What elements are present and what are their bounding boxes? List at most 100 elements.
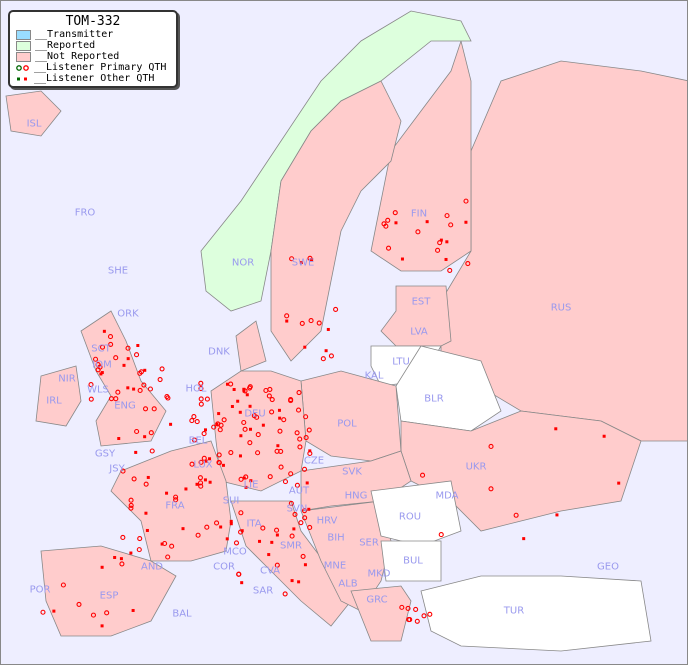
listener-primary-qth xyxy=(488,443,494,450)
listener-other-qth xyxy=(308,449,312,453)
country-label-ser: SER xyxy=(359,537,379,549)
listener-other-qth xyxy=(122,363,126,367)
listener-primary-qth xyxy=(385,217,391,223)
country-label-nor: NOR xyxy=(231,257,255,269)
legend-reported: __Reported xyxy=(10,40,176,51)
country-label-lva: LVA xyxy=(410,326,428,338)
listener-primary-qth xyxy=(201,431,207,437)
country-label-gsy: GSY xyxy=(94,448,116,460)
listener-other-qth xyxy=(464,220,468,224)
listener-primary-qth xyxy=(420,472,426,478)
listener-primary-qth xyxy=(195,532,201,538)
listener-primary-qth xyxy=(301,466,308,472)
country-label-fra: FRA xyxy=(165,500,185,512)
country-isl xyxy=(5,90,62,137)
country-label-mda: MDA xyxy=(435,490,459,502)
listener-other-qth xyxy=(117,437,121,441)
listener-primary-qth xyxy=(414,618,420,624)
listener-primary-qth xyxy=(292,511,298,517)
listener-primary-qth xyxy=(173,494,179,500)
country-label-tur: TUR xyxy=(503,605,525,617)
listener-primary-qth xyxy=(513,512,519,518)
listener-other-qth xyxy=(425,220,429,224)
listener-primary-qth xyxy=(383,223,389,229)
listener-primary-qth xyxy=(217,427,223,433)
listener-primary-qth xyxy=(228,450,234,456)
listener-primary-qth xyxy=(159,366,165,372)
country-label-geo: GEO xyxy=(597,561,619,573)
listener-primary-qth xyxy=(90,612,97,618)
country-label-bih: BIH xyxy=(327,532,345,544)
listener-other-qth xyxy=(208,457,212,461)
listener-primary-qth xyxy=(266,393,272,399)
country-label-nir: NIR xyxy=(58,373,76,385)
listener-primary-qth xyxy=(107,334,114,340)
listener-other-qth xyxy=(221,463,225,467)
listener-other-qth xyxy=(100,565,104,569)
legend-title: TOM-332 xyxy=(65,14,121,29)
listener-other-qth xyxy=(119,557,123,561)
listener-primary-qth xyxy=(255,432,261,438)
listener-primary-qth xyxy=(128,505,134,511)
listener-primary-qth xyxy=(255,450,261,456)
country-deu xyxy=(210,370,307,492)
listener-other-qth xyxy=(299,261,303,265)
listener-primary-qth xyxy=(236,571,242,577)
listener-other-qth xyxy=(278,416,282,420)
listener-primary-qth xyxy=(88,382,94,388)
listener-primary-qth xyxy=(297,436,303,442)
country-label-irl: IRL xyxy=(46,395,62,407)
listener-primary-qth xyxy=(274,527,280,533)
listener-other-qth xyxy=(52,609,56,613)
country-label-svk: SVK xyxy=(342,466,362,478)
country-label-cor: COR xyxy=(213,561,235,573)
country-label-fro: FRO xyxy=(74,207,96,219)
country-label-ork: ORK xyxy=(117,308,139,320)
listener-other-qth xyxy=(238,454,242,458)
listener-other-qth xyxy=(245,393,249,397)
listener-primary-qth xyxy=(113,355,119,361)
listener-other-qth xyxy=(146,475,150,479)
listener-primary-qth xyxy=(263,387,269,394)
listener-primary-qth xyxy=(406,617,412,623)
listener-primary-qth xyxy=(128,497,134,503)
listener-primary-qth xyxy=(284,313,290,319)
listener-primary-qth xyxy=(233,540,240,546)
listener-primary-qth xyxy=(134,352,140,358)
listener-other-qth xyxy=(131,608,135,612)
country-label-mne: MNE xyxy=(323,560,347,572)
listener-primary-qth xyxy=(288,471,294,477)
listener-other-qth xyxy=(305,481,309,485)
listener-primary-qth xyxy=(303,414,309,420)
listener-primary-qth xyxy=(137,387,143,393)
listener-other-qth xyxy=(242,387,246,391)
listener-other-qth xyxy=(129,551,133,555)
listener-primary-qth xyxy=(108,341,114,347)
country-label-esp: ESP xyxy=(99,590,119,602)
listener-primary-qth xyxy=(299,320,305,326)
country-label-grc: GRC xyxy=(366,594,388,606)
listener-other-qth xyxy=(100,371,104,375)
listener-primary-qth xyxy=(125,345,131,351)
listener-other-qth xyxy=(275,533,279,537)
country-label-and: AND xyxy=(140,561,164,573)
listener-primary-qth xyxy=(447,267,453,273)
country-label-deu: DEU xyxy=(244,408,266,420)
listener-other-qth xyxy=(100,624,104,628)
listener-primary-qth xyxy=(204,396,210,402)
listener-other-qth xyxy=(249,479,253,483)
country-bul xyxy=(380,540,442,582)
listener-primary-qth xyxy=(269,396,275,403)
listener-primary-qth xyxy=(289,533,295,539)
country-label-bul: BUL xyxy=(403,555,423,567)
listener-primary-qth xyxy=(115,389,121,395)
listener-primary-qth xyxy=(119,561,125,567)
listener-primary-qth xyxy=(260,525,266,531)
listener-primary-qth xyxy=(40,609,46,615)
listener-primary-qth xyxy=(463,198,469,204)
legend-primary-qth: __Listener Primary QTH xyxy=(10,62,176,73)
listener-other-qth xyxy=(143,435,147,439)
country-label-aut: AUT xyxy=(288,485,310,497)
listener-other-qth xyxy=(602,434,606,438)
listener-primary-qth xyxy=(198,380,204,386)
